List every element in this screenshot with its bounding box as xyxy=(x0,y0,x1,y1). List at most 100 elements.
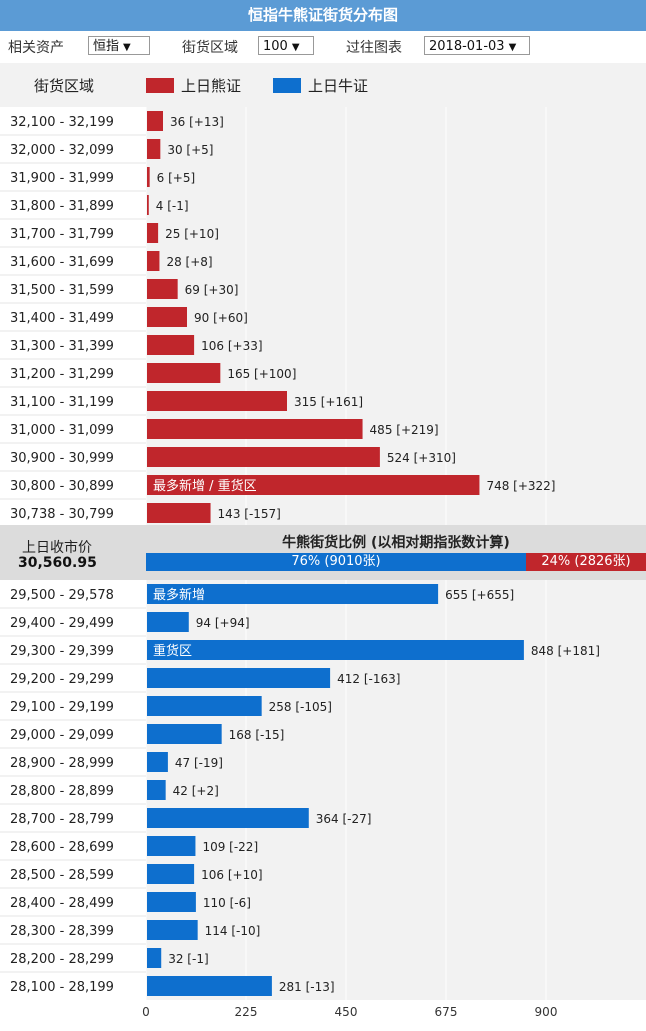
bull-bar xyxy=(147,920,198,940)
prev-close-label: 上日收市价 xyxy=(22,540,92,556)
bear-bar xyxy=(147,363,221,383)
range-label: 30,738 - 30,799 xyxy=(10,507,114,522)
range-label: 29,100 - 29,199 xyxy=(10,700,114,715)
value-label: 36 [+13] xyxy=(170,115,224,129)
range-label: 30,800 - 30,899 xyxy=(10,479,114,494)
bear-legend-label: 上日熊证 xyxy=(181,77,242,95)
bull-bar xyxy=(147,640,524,660)
value-label: 69 [+30] xyxy=(185,283,239,297)
value-label: 364 [-27] xyxy=(316,812,372,826)
range-label: 30,900 - 30,999 xyxy=(10,451,114,466)
range-label: 29,000 - 29,099 xyxy=(10,728,114,743)
value-label: 110 [-6] xyxy=(203,896,251,910)
x-tick-label: 225 xyxy=(235,1005,258,1019)
asset-select[interactable]: 恒指 ▼ xyxy=(88,36,150,55)
bear-bar xyxy=(147,307,187,327)
value-label: 90 [+60] xyxy=(194,311,248,325)
asset-select-value: 恒指 xyxy=(93,39,120,54)
range-label: 28,700 - 28,799 xyxy=(10,812,114,827)
bear-bar xyxy=(147,279,178,299)
value-label: 143 [-157] xyxy=(218,507,281,521)
value-label: 42 [+2] xyxy=(173,784,219,798)
ratio-title: 牛熊街货比例 (以相对期指张数计算) xyxy=(282,535,510,551)
bear-bar xyxy=(147,335,195,355)
chart-title: 恒指牛熊证街货分布图 xyxy=(0,0,646,31)
value-label: 168 [-15] xyxy=(229,728,285,742)
controls-bar: 相关资产 恒指 ▼ 街货区域 100 ▼ 过往图表 2018-01-03 ▼ xyxy=(0,31,646,64)
bull-ratio-text: 76% (9010张) xyxy=(291,554,381,569)
value-label: 109 [-22] xyxy=(202,840,258,854)
bar-tag: 重货区 xyxy=(153,643,192,659)
range-select-value: 100 xyxy=(263,39,288,54)
bear-bar xyxy=(147,391,287,411)
value-label: 30 [+5] xyxy=(167,143,213,157)
history-select[interactable]: 2018-01-03 ▼ xyxy=(424,36,530,55)
range-label: 31,400 - 31,499 xyxy=(10,311,114,326)
value-label: 524 [+310] xyxy=(387,451,456,465)
value-label: 47 [-19] xyxy=(175,756,223,770)
range-label: 街货区域 xyxy=(182,40,238,56)
bull-bar xyxy=(147,780,166,800)
bull-bar xyxy=(147,668,331,688)
range-label: 28,800 - 28,899 xyxy=(10,784,114,799)
value-label: 28 [+8] xyxy=(166,255,212,269)
range-label: 29,400 - 29,499 xyxy=(10,616,114,631)
value-label: 114 [-10] xyxy=(205,924,261,938)
value-label: 106 [+33] xyxy=(201,339,262,353)
value-label: 106 [+10] xyxy=(201,868,262,882)
range-label: 28,200 - 28,299 xyxy=(10,952,114,967)
range-label: 31,100 - 31,199 xyxy=(10,395,114,410)
bear-bar xyxy=(147,475,480,495)
bear-bar xyxy=(147,503,211,523)
range-label: 29,200 - 29,299 xyxy=(10,672,114,687)
bear-ratio-bar: 24% (2826张) xyxy=(526,553,646,571)
value-label: 165 [+100] xyxy=(227,367,296,381)
value-label: 32 [-1] xyxy=(168,952,208,966)
chevron-down-icon: ▼ xyxy=(508,42,517,53)
bull-legend-swatch xyxy=(273,78,301,93)
value-label: 848 [+181] xyxy=(531,644,600,658)
bar-tag: 最多新增 / 重货区 xyxy=(153,478,257,494)
history-select-value: 2018-01-03 xyxy=(429,39,505,54)
range-label: 28,500 - 28,599 xyxy=(10,868,114,883)
bull-ratio-bar: 76% (9010张) xyxy=(146,553,526,571)
history-label: 过往图表 xyxy=(346,40,402,56)
range-label: 28,600 - 28,699 xyxy=(10,840,114,855)
bull-bar xyxy=(147,612,189,632)
value-label: 281 [-13] xyxy=(279,980,335,994)
value-label: 6 [+5] xyxy=(157,171,196,185)
bull-legend-label: 上日牛证 xyxy=(308,77,369,95)
bull-bar xyxy=(147,976,272,996)
range-label: 29,500 - 29,578 xyxy=(10,588,114,603)
range-label: 28,300 - 28,399 xyxy=(10,924,114,939)
bear-bar xyxy=(147,111,163,131)
range-label: 31,300 - 31,399 xyxy=(10,339,114,354)
chevron-down-icon: ▼ xyxy=(123,42,131,53)
range-label: 31,700 - 31,799 xyxy=(10,227,114,242)
bull-bar xyxy=(147,696,262,716)
bull-bar xyxy=(147,808,309,828)
bear-bar xyxy=(147,251,160,271)
value-label: 4 [-1] xyxy=(156,199,189,213)
range-label: 32,100 - 32,199 xyxy=(10,115,114,130)
bull-bar xyxy=(147,584,439,604)
asset-label: 相关资产 xyxy=(8,40,64,56)
value-label: 258 [-105] xyxy=(269,700,332,714)
bull-bar xyxy=(147,752,168,772)
bear-bar xyxy=(147,139,161,159)
value-label: 94 [+94] xyxy=(196,616,250,630)
bear-bar xyxy=(147,419,363,439)
range-label: 28,900 - 28,999 xyxy=(10,756,114,771)
value-label: 412 [-163] xyxy=(337,672,400,686)
bear-bar xyxy=(147,195,149,215)
bull-bar xyxy=(147,948,162,968)
bull-bar xyxy=(147,864,195,884)
value-label: 655 [+655] xyxy=(445,588,514,602)
value-label: 748 [+322] xyxy=(486,479,555,493)
value-label: 315 [+161] xyxy=(294,395,363,409)
range-select[interactable]: 100 ▼ xyxy=(258,36,314,55)
range-label: 28,100 - 28,199 xyxy=(10,980,114,995)
range-label-column xyxy=(0,580,146,1000)
bar-tag: 最多新增 xyxy=(153,587,205,603)
range-label: 31,000 - 31,099 xyxy=(10,423,114,438)
